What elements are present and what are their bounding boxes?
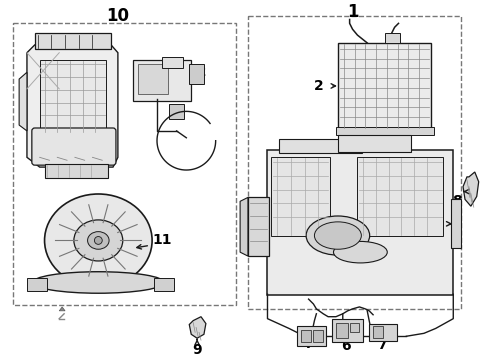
Polygon shape	[463, 172, 479, 206]
Ellipse shape	[306, 216, 369, 255]
Text: 12: 12	[187, 65, 207, 79]
Polygon shape	[240, 197, 248, 256]
Bar	[336, 323, 348, 338]
Text: 5: 5	[272, 209, 282, 223]
Bar	[268, 150, 453, 295]
Text: 8: 8	[452, 194, 462, 208]
Text: 3: 3	[434, 214, 443, 228]
Bar	[336, 127, 434, 135]
Text: 2: 2	[314, 79, 323, 93]
Bar	[451, 199, 461, 248]
Text: 4: 4	[302, 337, 312, 351]
Bar	[248, 197, 270, 256]
FancyBboxPatch shape	[32, 128, 116, 165]
Ellipse shape	[315, 222, 361, 249]
Circle shape	[95, 237, 102, 244]
Text: 1: 1	[347, 3, 358, 21]
Text: 11: 11	[152, 233, 172, 247]
Bar	[271, 157, 330, 235]
Bar	[248, 15, 461, 309]
Bar	[138, 64, 168, 94]
Bar	[332, 319, 363, 342]
Bar	[350, 323, 359, 332]
Ellipse shape	[32, 272, 164, 293]
Bar	[189, 64, 204, 84]
Bar	[385, 33, 400, 43]
Bar	[357, 157, 443, 235]
Bar	[279, 139, 362, 153]
Ellipse shape	[45, 194, 152, 287]
Polygon shape	[189, 317, 206, 338]
Bar	[338, 135, 411, 152]
Bar	[338, 43, 431, 129]
Bar	[169, 104, 184, 119]
Ellipse shape	[88, 231, 109, 249]
Bar	[314, 330, 323, 342]
Bar	[45, 164, 108, 178]
Bar	[13, 23, 236, 305]
Bar	[297, 327, 326, 346]
Bar	[162, 57, 183, 68]
Bar	[369, 324, 396, 341]
Text: 9: 9	[192, 343, 202, 357]
Bar	[40, 59, 106, 133]
Polygon shape	[27, 45, 118, 167]
Text: 10: 10	[106, 6, 129, 24]
Bar	[27, 278, 47, 291]
Bar	[133, 59, 191, 100]
Text: 7: 7	[377, 338, 387, 352]
Bar	[301, 330, 311, 342]
Ellipse shape	[334, 242, 387, 263]
Bar	[154, 278, 173, 291]
Polygon shape	[59, 307, 65, 311]
Bar	[373, 327, 383, 338]
Polygon shape	[19, 72, 27, 131]
Text: 6: 6	[341, 339, 350, 353]
Ellipse shape	[74, 220, 123, 261]
Bar	[35, 33, 111, 49]
